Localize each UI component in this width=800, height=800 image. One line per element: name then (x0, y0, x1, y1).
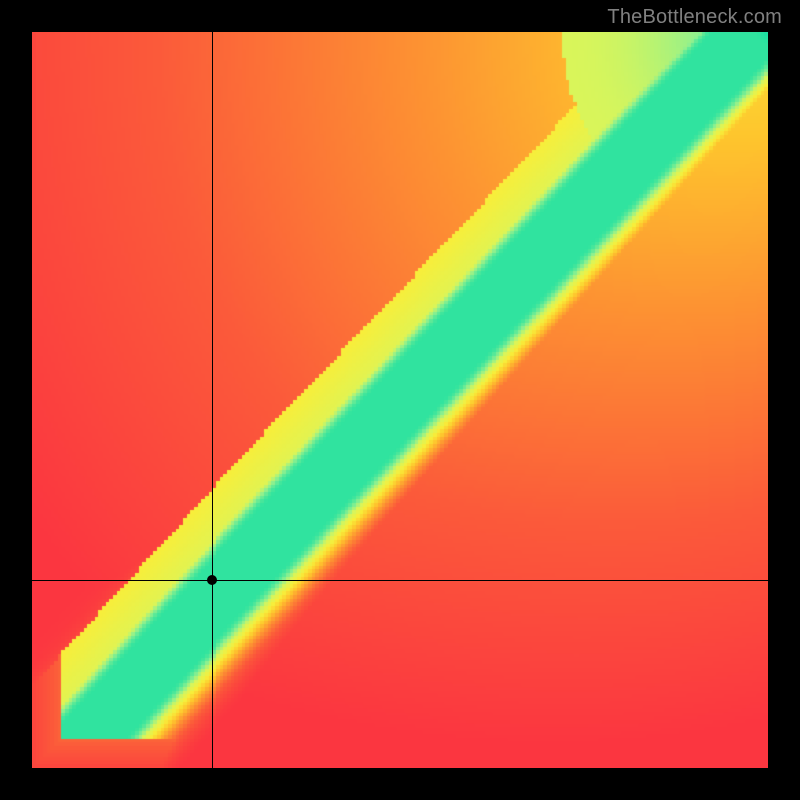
heatmap-canvas (32, 32, 768, 768)
watermark-text: TheBottleneck.com (607, 6, 782, 29)
crosshair-horizontal (32, 580, 768, 581)
plot-area (32, 32, 768, 768)
crosshair-marker (207, 575, 217, 585)
chart-container: TheBottleneck.com (0, 0, 800, 800)
crosshair-vertical (212, 32, 213, 768)
